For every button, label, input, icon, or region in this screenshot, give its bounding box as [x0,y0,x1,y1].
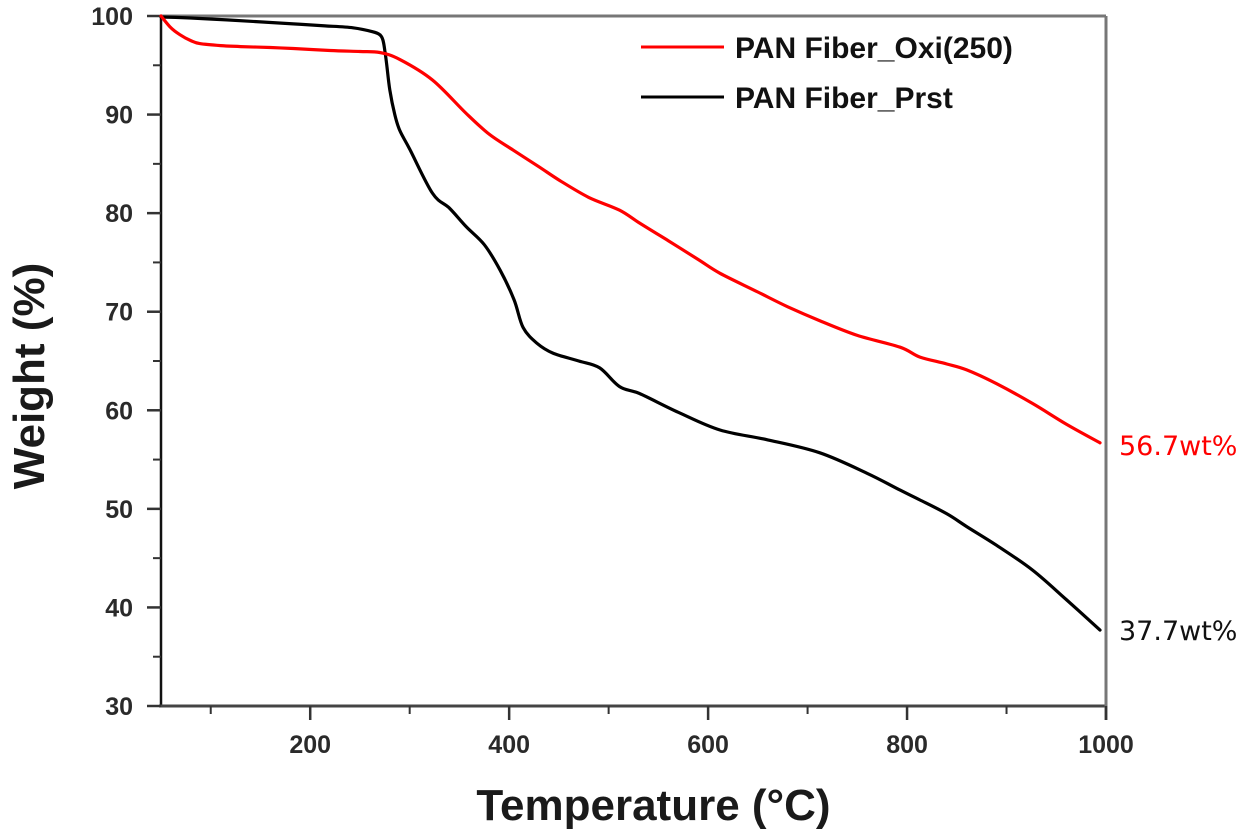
end-label-oxi: 56.7wt% [1119,431,1237,462]
x-tick-label: 800 [886,731,928,759]
legend-label-oxi: PAN Fiber_Oxi(250) [735,32,1013,65]
x-tick-label: 600 [687,731,729,759]
y-tick-label: 60 [105,397,133,425]
y-tick-label: 50 [105,496,133,524]
x-tick-label: 200 [289,731,331,759]
x-tick-label: 400 [488,731,530,759]
y-tick-label: 30 [105,693,133,721]
series-line-prst [159,15,1102,632]
y-tick-label: 90 [105,102,133,130]
legend: PAN Fiber_Oxi(250) PAN Fiber_Prst [641,32,1013,115]
y-axis-title: Weight (%) [5,263,54,490]
y-tick-label: 40 [105,594,133,622]
x-tick-label: 1000 [1078,731,1134,759]
series [159,14,1102,632]
x-axis-title: Temperature (°C) [476,781,830,830]
y-tick-label: 100 [91,3,133,31]
series-line-oxi [159,14,1102,445]
end-label-prst: 37.7wt% [1119,616,1237,647]
y-tick-label: 70 [105,299,133,327]
legend-label-prst: PAN Fiber_Prst [735,82,953,115]
ticks: 30 40 50 60 70 80 90 100 200 400 600 800 1000 [91,3,1134,759]
y-tick-label: 80 [105,200,133,228]
